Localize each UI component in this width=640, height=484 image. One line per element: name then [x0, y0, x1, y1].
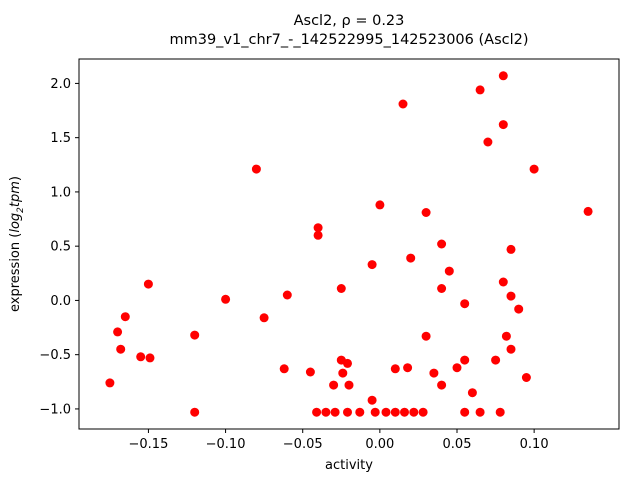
data-point [259, 313, 269, 323]
data-point [506, 291, 516, 301]
data-point [403, 363, 413, 373]
data-point [367, 260, 377, 270]
data-point [421, 331, 431, 341]
x-tick-label: 0.05 [443, 437, 472, 452]
y-tick-label: −1.0 [39, 402, 71, 417]
data-point [145, 353, 155, 363]
data-point [429, 368, 439, 378]
data-point [460, 355, 470, 365]
data-point [143, 279, 153, 289]
data-point [475, 407, 485, 417]
chart-title-line1: Ascl2, ρ = 0.23 [293, 13, 405, 29]
data-point [312, 407, 322, 417]
x-tick-label: −0.10 [206, 437, 246, 452]
data-point [190, 407, 200, 417]
data-point [460, 299, 470, 309]
data-point [282, 290, 292, 300]
y-tick-label: 0.5 [50, 240, 71, 255]
data-point [521, 373, 531, 382]
data-point [344, 380, 354, 390]
x-axis-label: activity [325, 458, 373, 473]
y-axis-label-prefix: expression ( [8, 232, 24, 312]
data-point [279, 364, 289, 374]
data-point [398, 99, 408, 109]
data-point [437, 380, 447, 390]
data-point [136, 352, 146, 362]
data-point [313, 230, 323, 240]
data-point [418, 407, 428, 417]
data-point [381, 407, 391, 417]
axes-box [78, 58, 620, 430]
data-point [506, 344, 516, 354]
y-axis-label-suffix: ) [8, 176, 24, 182]
data-point [313, 223, 323, 233]
data-point [409, 407, 419, 417]
y-axis-label-log: log [8, 212, 24, 233]
data-point [529, 164, 539, 174]
data-point [343, 358, 352, 368]
data-point [437, 284, 447, 293]
x-tick-label: 0.00 [365, 437, 394, 452]
data-point [421, 208, 431, 217]
data-point [370, 407, 380, 417]
data-point [221, 294, 231, 304]
y-tick-label: −0.5 [39, 348, 71, 363]
y-tick-label: 0.0 [50, 294, 71, 309]
data-point [336, 284, 346, 293]
x-tick-label: −0.05 [283, 437, 323, 452]
y-axis-label-tpm: tpm [8, 181, 24, 208]
data-point [329, 380, 339, 390]
data-point [330, 407, 340, 417]
data-point [467, 388, 477, 398]
data-point [491, 355, 501, 365]
y-axis-label-sub: 2 [15, 207, 26, 213]
data-point [113, 327, 123, 337]
y-tick-label: 1.0 [50, 185, 71, 200]
data-point [506, 244, 516, 254]
y-axis-label: expression (log2tpm) [8, 176, 26, 312]
data-point [355, 407, 365, 417]
data-point [406, 253, 416, 263]
data-point [375, 200, 385, 210]
data-point [444, 266, 454, 276]
data-point [495, 407, 505, 417]
data-point [321, 407, 331, 417]
data-point [452, 363, 462, 373]
data-point [583, 206, 593, 216]
data-point [116, 344, 126, 354]
data-point [501, 331, 511, 341]
data-point [105, 378, 115, 388]
data-point [460, 407, 470, 417]
data-point [390, 407, 400, 417]
data-point [498, 120, 508, 130]
data-point [514, 304, 524, 314]
data-point [367, 395, 377, 405]
data-point [475, 85, 485, 95]
data-point [498, 277, 508, 287]
data-point [483, 137, 493, 147]
data-point [120, 312, 130, 322]
x-tick-label: 0.10 [520, 437, 549, 452]
data-point [305, 367, 315, 377]
data-point [400, 407, 409, 417]
y-tick-label: 2.0 [50, 77, 71, 92]
data-point [343, 407, 352, 417]
data-point [338, 368, 348, 378]
data-point [498, 71, 508, 81]
data-point [437, 239, 447, 249]
data-point [390, 364, 400, 374]
x-tick-label: −0.15 [129, 437, 169, 452]
data-point [251, 164, 261, 174]
chart-title-line2: mm39_v1_chr7_-_142522995_142523006 (Ascl… [169, 32, 529, 48]
y-tick-label: 1.5 [50, 131, 71, 146]
data-point [190, 330, 200, 340]
